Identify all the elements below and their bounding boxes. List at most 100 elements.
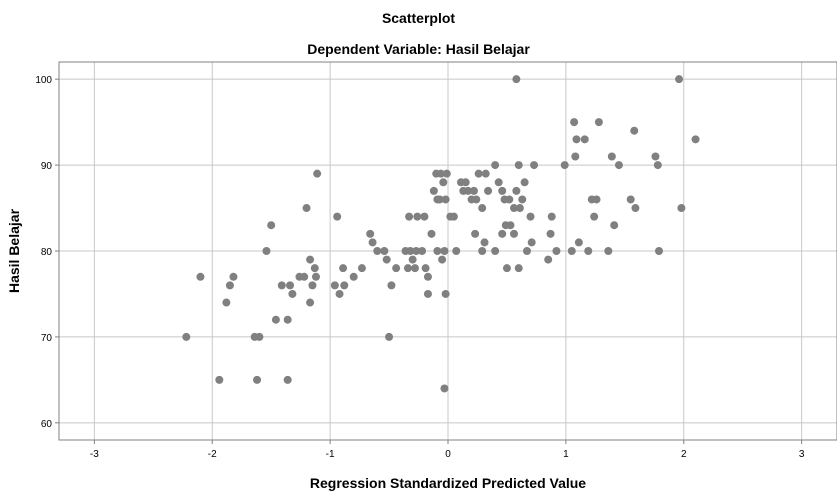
data-point [418,247,427,255]
data-point [413,212,422,221]
x-tick-label: 1 [563,449,569,460]
data-point [498,229,507,238]
data-point [626,195,635,204]
data-point [392,264,401,273]
data-point [527,238,536,247]
x-tick-label: -3 [90,449,99,460]
data-point [512,75,521,84]
data-point [313,169,322,178]
data-point [514,264,523,273]
data-point [438,255,447,264]
data-point [357,264,366,273]
data-point [306,255,315,264]
data-point [491,247,500,255]
x-tick-label: 3 [799,449,805,460]
data-point [651,152,660,161]
data-point [330,281,339,290]
data-point [494,178,503,187]
data-point [469,186,478,195]
data-point [502,264,511,273]
y-tick-label: 80 [41,247,53,258]
data-point [546,229,555,238]
data-point [229,272,238,281]
data-point [691,135,700,144]
data-point [373,247,382,255]
data-point [544,255,553,264]
data-point [420,212,429,221]
data-point [427,229,436,238]
data-point [283,315,292,324]
data-point [441,289,450,298]
data-point [368,238,377,247]
y-tick-label: 90 [41,161,53,172]
data-point [592,195,601,204]
data-point [677,204,686,213]
x-tick-label: -1 [326,449,335,460]
data-point [655,247,664,255]
data-point [286,281,295,290]
data-point [484,186,493,195]
data-point [491,161,500,170]
data-point [440,384,449,393]
data-point [408,255,417,264]
data-point [630,126,639,135]
data-point [441,195,450,204]
data-point [387,281,396,290]
data-point [306,298,315,307]
data-point [584,247,593,255]
data-point [574,238,583,247]
data-point [480,238,489,247]
data-point [308,281,317,290]
data-point [255,332,264,341]
data-point [518,195,527,204]
data-point [403,264,412,273]
data-point [498,186,507,195]
data-point [406,247,415,255]
data-point [215,375,224,384]
data-point [283,375,292,384]
data-point [520,178,529,187]
data-point [570,118,579,127]
data-point [222,298,231,307]
data-point [478,247,487,255]
data-point [423,272,432,281]
data-point [530,161,539,170]
data-point [522,247,531,255]
x-tick-label: 0 [445,449,451,460]
data-point [196,272,205,281]
data-point [631,204,640,213]
data-point [514,161,523,170]
y-axis-label: Hasil Belajar [6,208,22,293]
data-point [604,247,613,255]
tick-labels: -3 -2 -1 0 1 2 3 60 70 80 90 100 [35,75,805,460]
data-point [567,247,576,255]
x-tick-label: 2 [681,449,687,460]
data-point [412,247,421,255]
data-point [552,247,561,255]
data-point [610,221,619,230]
data-point [267,221,276,230]
data-point [594,118,603,127]
data-point [300,272,309,281]
data-point [439,178,448,187]
data-point [464,186,473,195]
data-point [547,212,556,221]
data-point [452,247,461,255]
x-tick-label: -2 [208,449,217,460]
data-point [433,247,442,255]
data-point [436,169,445,178]
data-point [311,272,320,281]
data-point [225,281,234,290]
data-point [339,264,348,273]
data-point [182,332,191,341]
data-point [474,169,483,178]
data-point [340,281,349,290]
x-axis-label: Regression Standardized Predicted Value [310,475,586,491]
data-point [366,229,375,238]
data-point [405,212,414,221]
data-point [526,212,535,221]
y-tick-label: 100 [35,75,52,86]
data-point [510,229,519,238]
data-point [478,204,487,213]
